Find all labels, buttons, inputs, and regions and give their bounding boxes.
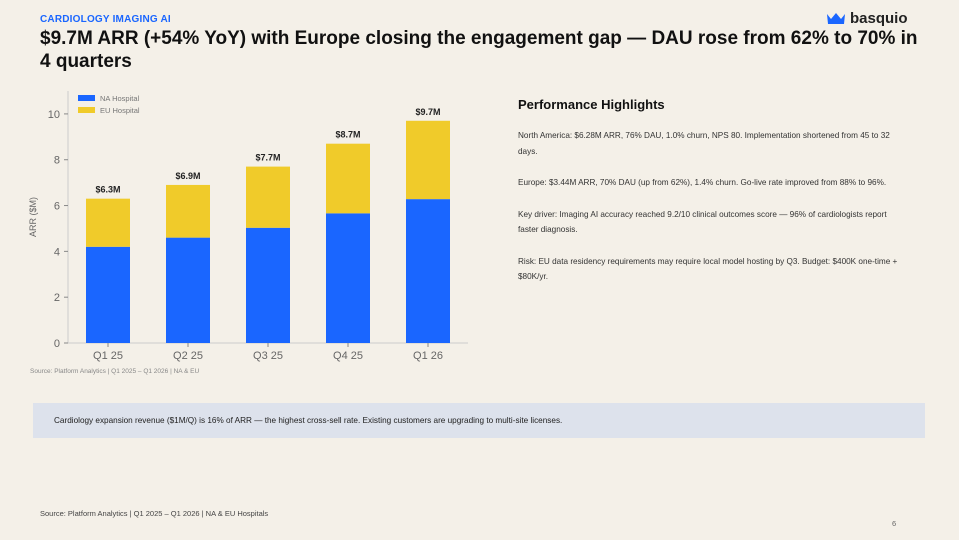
- highlight-item: Europe: $3.44M ARR, 70% DAU (up from 62%…: [518, 178, 887, 187]
- y-tick-label: 6: [54, 201, 60, 213]
- data-label: $9.7M: [415, 107, 440, 117]
- y-axis-label: ARR ($M): [28, 197, 38, 237]
- data-label: $7.7M: [255, 153, 280, 163]
- bar-eu-hospital: [406, 120, 450, 200]
- callout-box: Cardiology expansion revenue ($1M/Q) is …: [33, 403, 925, 438]
- crown-icon: [827, 13, 845, 24]
- y-tick-label: 0: [54, 338, 60, 350]
- y-tick-label: 10: [48, 109, 60, 121]
- bar-na-hospital: [166, 237, 210, 343]
- bar-na-hospital: [326, 213, 370, 343]
- footer-source: Source: Platform Analytics | Q1 2025 – Q…: [40, 509, 269, 518]
- arr-chart: 0 2 4 6 8 10 ARR ($M) $6.3M Q1 25 $6.9M Q2 25 $7.7M…: [20, 85, 480, 380]
- y-tick-label: 8: [54, 155, 60, 167]
- slide-title: $9.7M ARR (+54% YoY) with Europe closing…: [40, 28, 918, 72]
- y-tick-label: 2: [54, 292, 60, 304]
- bar-eu-hospital: [166, 184, 210, 238]
- y-tick-label: 4: [54, 246, 60, 258]
- highlights-title: Performance Highlights: [518, 97, 665, 112]
- performance-highlights: Performance Highlights North America: $6…: [518, 97, 908, 301]
- legend-label: NA Hospital: [100, 94, 140, 103]
- x-tick-label: Q2 25: [173, 350, 203, 362]
- callout-text: Cardiology expansion revenue ($1M/Q) is …: [54, 416, 563, 425]
- stacked-bar-chart: 0 2 4 6 8 10 ARR ($M) $6.3M Q1 25 $6.9M Q2 25 $7.7M…: [28, 91, 468, 375]
- x-tick-label: Q4 25: [333, 350, 363, 362]
- bar-eu-hospital: [326, 143, 370, 214]
- bar-eu-hospital: [86, 198, 130, 247]
- x-tick-label: Q1 25: [93, 350, 123, 362]
- x-tick-label: Q3 25: [253, 350, 283, 362]
- legend-swatch: [78, 107, 95, 113]
- bar-eu-hospital: [246, 166, 290, 228]
- brand-logo: basquio: [826, 10, 908, 27]
- legend-label: EU Hospital: [100, 106, 140, 115]
- legend-swatch: [78, 95, 95, 101]
- x-tick-label: Q1 26: [413, 350, 443, 362]
- bar-na-hospital: [246, 227, 290, 343]
- bar-na-hospital: [86, 246, 130, 343]
- highlight-item: Risk: EU data residency requirements may…: [518, 256, 898, 282]
- section-kicker: CARDIOLOGY IMAGING AI: [40, 14, 171, 25]
- bar-na-hospital: [406, 199, 450, 343]
- highlight-item: Key driver: Imaging AI accuracy reached …: [518, 209, 887, 235]
- data-label: $6.9M: [175, 171, 200, 181]
- logo-text: basquio: [850, 10, 908, 27]
- highlight-item: North America: $6.28M ARR, 76% DAU, 1.0%…: [518, 131, 890, 156]
- chart-source: Source: Platform Analytics | Q1 2025 – Q…: [30, 368, 200, 375]
- page-number: 6: [892, 519, 897, 528]
- data-label: $6.3M: [95, 185, 120, 195]
- data-label: $8.7M: [335, 130, 360, 140]
